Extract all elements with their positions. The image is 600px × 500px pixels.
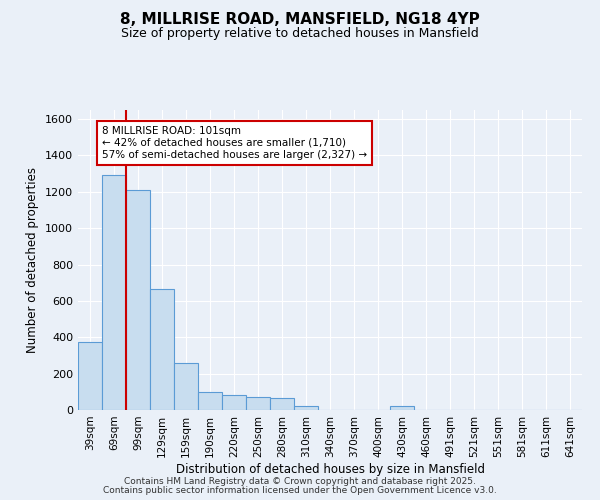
Bar	[174, 362, 198, 410]
Bar	[294, 406, 318, 410]
Text: Contains public sector information licensed under the Open Government Licence v3: Contains public sector information licen…	[103, 486, 497, 495]
Bar	[150, 289, 174, 410]
Bar	[222, 396, 246, 410]
Bar	[246, 398, 270, 410]
Text: Contains HM Land Registry data © Crown copyright and database right 2025.: Contains HM Land Registry data © Crown c…	[124, 477, 476, 486]
Bar	[78, 342, 102, 410]
Y-axis label: Number of detached properties: Number of detached properties	[26, 167, 40, 353]
Bar	[390, 406, 414, 410]
Text: Size of property relative to detached houses in Mansfield: Size of property relative to detached ho…	[121, 28, 479, 40]
X-axis label: Distribution of detached houses by size in Mansfield: Distribution of detached houses by size …	[176, 462, 485, 475]
Bar	[126, 190, 150, 410]
Bar	[270, 398, 294, 410]
Bar	[198, 392, 222, 410]
Text: 8, MILLRISE ROAD, MANSFIELD, NG18 4YP: 8, MILLRISE ROAD, MANSFIELD, NG18 4YP	[120, 12, 480, 28]
Text: 8 MILLRISE ROAD: 101sqm
← 42% of detached houses are smaller (1,710)
57% of semi: 8 MILLRISE ROAD: 101sqm ← 42% of detache…	[102, 126, 367, 160]
Bar	[102, 176, 126, 410]
